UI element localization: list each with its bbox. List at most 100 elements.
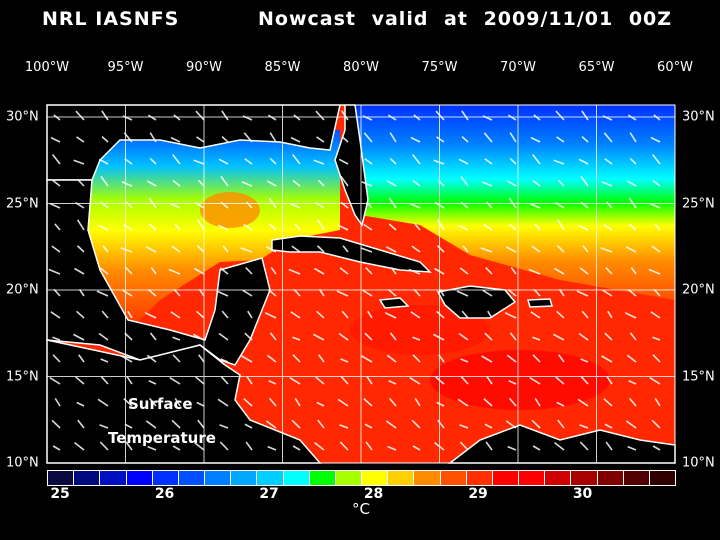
current-vector [458,158,469,165]
current-vector [409,376,421,385]
current-vector [388,397,397,407]
current-vector [196,310,205,319]
current-vector [361,355,373,363]
current-vector [556,401,565,407]
current-vector [481,181,493,187]
current-vector [361,181,373,187]
current-vector [269,157,277,165]
current-vector [290,311,301,319]
current-vector [148,223,157,231]
current-vector [628,197,637,209]
current-vector [123,398,133,407]
current-vector [77,179,85,187]
colorbar-swatch [466,471,493,485]
current-vector [630,267,637,275]
current-vector [580,201,589,209]
current-vector [625,420,637,429]
current-vector [556,136,565,143]
current-vector [436,310,445,319]
current-vector [76,310,85,319]
current-vector [434,267,445,275]
current-vector [245,441,253,451]
cuba [271,235,432,273]
gulf-water [47,130,340,330]
current-vector [603,132,613,143]
current-vector [123,132,133,143]
current-vector [649,202,661,209]
lat-label-left: 25°N [6,196,39,211]
current-vector [216,290,229,297]
current-vector [314,267,325,275]
lon-label: 90°W [186,60,222,75]
current-vector [50,136,61,143]
current-vector [73,333,85,341]
current-vector [605,441,613,451]
current-vector [217,398,229,407]
current-vector [557,179,565,187]
current-vector [412,445,421,451]
current-vector [73,159,85,165]
current-vector [528,268,541,275]
current-vector [532,179,541,187]
current-vector [533,114,541,121]
colorbar-tick-label: 28 [363,486,384,502]
current-vector [504,312,517,319]
lat-label-right: 15°N [682,369,715,384]
current-vector [337,224,349,231]
map-frame [46,104,676,464]
current-vector [534,397,541,407]
current-vector [556,245,565,253]
current-vector [315,110,325,121]
current-vector [580,358,589,363]
current-vector [652,354,661,363]
current-vector [267,445,277,451]
current-vector [577,398,589,407]
current-vector [578,332,589,341]
current-vector [509,157,517,165]
current-vector [433,159,445,165]
current-vector [196,136,205,143]
current-vector [508,197,517,209]
current-vector [510,267,517,275]
current-vector [582,245,589,253]
colorbar-swatch [388,471,415,485]
current-vector [218,158,229,165]
current-vector [434,441,445,451]
current-vector [388,197,397,209]
current-vector [149,132,157,143]
lat-label-right: 10°N [682,455,715,471]
current-vector [554,441,565,451]
current-vector [410,136,421,143]
current-vector [341,110,349,121]
current-vector [98,158,109,165]
current-vector [626,180,637,187]
colorbar-swatch [571,471,598,485]
current-vector [648,268,661,275]
current-vector [221,310,229,319]
current-vector [197,419,205,429]
current-vector [412,179,421,187]
current-vector [339,424,349,429]
lat-label-right: 30°N [682,109,715,125]
current-vector [461,136,469,143]
current-vector [218,332,229,341]
colorbar-swatch [440,471,467,485]
current-vector [120,247,133,253]
current-vector [457,224,469,231]
current-vector [268,397,277,407]
current-vector [579,267,589,275]
current-vector [147,288,157,297]
current-vector [555,202,565,209]
current-vector [505,420,517,429]
current-vector [363,223,373,231]
current-vector [530,136,541,143]
current-vector [125,441,133,451]
current-vector [481,355,493,363]
current-vector [172,179,181,187]
current-vector [315,376,325,385]
current-vector [458,332,469,341]
colorbar-swatch [48,471,75,485]
current-vector [600,247,613,253]
colorbar-swatch [545,471,572,485]
